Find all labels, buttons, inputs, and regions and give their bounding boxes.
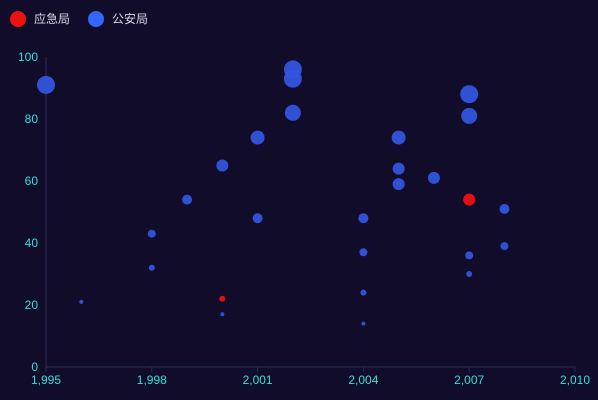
data-point-series-1[interactable] xyxy=(392,178,405,191)
y-tick-label: 20 xyxy=(25,298,39,312)
x-tick-label: 2,010 xyxy=(560,373,590,387)
data-point-series-1[interactable] xyxy=(361,321,366,326)
y-tick-label: 100 xyxy=(18,50,38,64)
x-tick-label: 2,001 xyxy=(243,373,273,387)
data-point-series-1[interactable] xyxy=(216,159,229,172)
data-point-series-1[interactable] xyxy=(359,248,368,257)
y-tick-label: 40 xyxy=(25,236,39,250)
data-point-series-1[interactable] xyxy=(79,299,84,304)
data-point-series-1[interactable] xyxy=(283,69,302,88)
data-point-series-1[interactable] xyxy=(392,162,405,175)
data-point-series-1[interactable] xyxy=(358,213,369,224)
data-point-series-1[interactable] xyxy=(147,229,156,238)
legend-marker-series-0 xyxy=(10,10,26,27)
data-point-series-1[interactable] xyxy=(500,242,509,251)
data-point-series-1[interactable] xyxy=(284,104,301,121)
data-point-series-1[interactable] xyxy=(220,312,225,317)
data-point-series-1[interactable] xyxy=(360,289,367,296)
chart-legend: 应急局 公安局 xyxy=(10,10,148,27)
data-point-series-1[interactable] xyxy=(250,130,265,145)
legend-label-series-1: 公安局 xyxy=(112,12,149,26)
legend-label-series-0: 应急局 xyxy=(34,12,71,26)
x-tick-label: 2,004 xyxy=(348,373,378,387)
data-point-series-1[interactable] xyxy=(252,213,263,224)
data-point-series-1[interactable] xyxy=(391,130,406,145)
data-point-series-1[interactable] xyxy=(148,264,155,271)
legend-item-series-1[interactable]: 公安局 xyxy=(88,10,148,27)
legend-marker-series-1 xyxy=(88,10,105,27)
data-points xyxy=(37,60,510,326)
data-point-series-1[interactable] xyxy=(182,194,193,205)
data-point-series-1[interactable] xyxy=(466,271,473,277)
x-tick-label: 1,995 xyxy=(31,373,61,387)
y-tick-label: 80 xyxy=(25,112,39,126)
data-point-series-1[interactable] xyxy=(461,107,478,124)
data-point-series-1[interactable] xyxy=(499,203,510,214)
y-tick-label: 0 xyxy=(31,360,38,374)
data-point-series-1[interactable] xyxy=(465,251,474,260)
data-point-series-1[interactable] xyxy=(427,171,440,184)
axes: 1,995 1,998 2,001 2,004 2,007 2,010 0 20 40 60 80 1… xyxy=(18,50,590,387)
x-tick-label: 2,007 xyxy=(454,373,484,387)
data-point-series-1[interactable] xyxy=(460,85,479,104)
legend-item-series-0[interactable]: 应急局 xyxy=(10,10,70,27)
data-point-series-1[interactable] xyxy=(37,75,55,94)
data-point-series-0[interactable] xyxy=(219,295,226,302)
data-point-series-0[interactable] xyxy=(463,193,476,206)
x-tick-label: 1,998 xyxy=(137,373,167,387)
y-tick-label: 60 xyxy=(25,174,39,188)
